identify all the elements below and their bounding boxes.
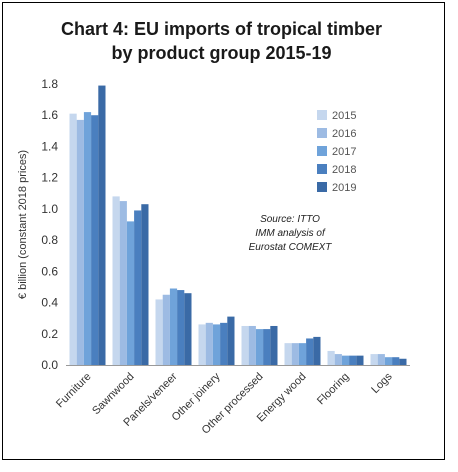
source-note: Source: ITTO IMM analysis of Eurostat COME…: [249, 214, 333, 253]
bar: [384, 357, 393, 365]
y-tick-label: 1.8: [41, 77, 58, 91]
bar: [291, 343, 299, 365]
chart-title-line-2: by product group 2015-19: [111, 43, 332, 63]
bar: [141, 204, 149, 365]
bar: [227, 316, 235, 365]
legend-label: 2015: [332, 110, 356, 122]
bar: [76, 119, 84, 366]
y-tick-label: 0.4: [41, 296, 58, 310]
y-axis-tick-labels: 0.0 0.2 0.4 0.6 0.8 1.0 1.2 1.4 1.6 1.8: [41, 77, 58, 372]
bar: [341, 355, 350, 365]
bar: [198, 324, 206, 365]
bar: [327, 350, 335, 365]
bar: [248, 325, 256, 365]
bar: [334, 354, 342, 365]
bar: [119, 201, 127, 365]
y-tick-label: 1.4: [41, 139, 58, 153]
bar: [399, 358, 407, 365]
x-category-label: Furniture: [54, 371, 94, 411]
bar: [306, 338, 314, 365]
legend: 2015 2016 2017 2018 2019: [317, 110, 356, 194]
legend-swatch: [317, 146, 327, 156]
bar: [126, 221, 135, 365]
bar: [134, 210, 142, 365]
legend-swatch: [317, 110, 327, 120]
bar: [298, 343, 307, 365]
y-tick-label: 1.6: [41, 108, 58, 122]
y-tick-label: 0.8: [41, 233, 58, 247]
bar: [69, 113, 77, 366]
y-axis-label: € billion (constant 2018 prices): [17, 150, 29, 299]
legend-swatch: [317, 128, 327, 138]
source-note-line: IMM analysis of: [255, 228, 326, 239]
legend-label: 2017: [332, 146, 356, 158]
y-tick-label: 1.0: [41, 202, 58, 216]
bar: [241, 325, 249, 365]
bar: [98, 85, 106, 366]
bar: [91, 115, 99, 365]
legend-swatch: [317, 182, 327, 192]
y-tick-label: 0.2: [41, 327, 58, 341]
y-tick-label: 0.6: [41, 264, 58, 278]
bar: [255, 329, 264, 365]
y-tick-label: 1.2: [41, 171, 58, 185]
x-category-label: Sawnwood: [90, 371, 137, 418]
bar: [284, 343, 292, 365]
bar: [313, 336, 321, 365]
bar: [162, 294, 170, 365]
source-note-line: Source: ITTO: [260, 214, 320, 225]
bar: [112, 196, 120, 365]
bar: [356, 355, 364, 365]
x-category-label: Flooring: [315, 371, 352, 408]
bar: [377, 354, 385, 365]
bar: [155, 299, 163, 365]
bar: [392, 357, 400, 365]
chart-title-line-1: Chart 4: EU imports of tropical timber: [60, 19, 383, 39]
bar: [263, 329, 271, 365]
bar: [205, 322, 213, 365]
source-note-line: Eurostat COMEXT: [249, 242, 333, 253]
legend-label: 2018: [332, 164, 356, 176]
legend-label: 2016: [332, 128, 356, 140]
bar: [169, 288, 178, 365]
legend-label: 2019: [332, 182, 356, 194]
bar: [349, 355, 357, 365]
legend-swatch: [317, 164, 327, 174]
x-category-label: Logs: [369, 370, 395, 396]
bar: [370, 354, 378, 365]
bar: [184, 293, 192, 365]
bar: [212, 324, 221, 365]
bar: [270, 325, 278, 365]
bar: [83, 112, 92, 365]
bar: [220, 322, 228, 365]
bar-series: [69, 85, 407, 366]
y-tick-label: 0.0: [41, 358, 58, 372]
bar: [177, 290, 185, 365]
